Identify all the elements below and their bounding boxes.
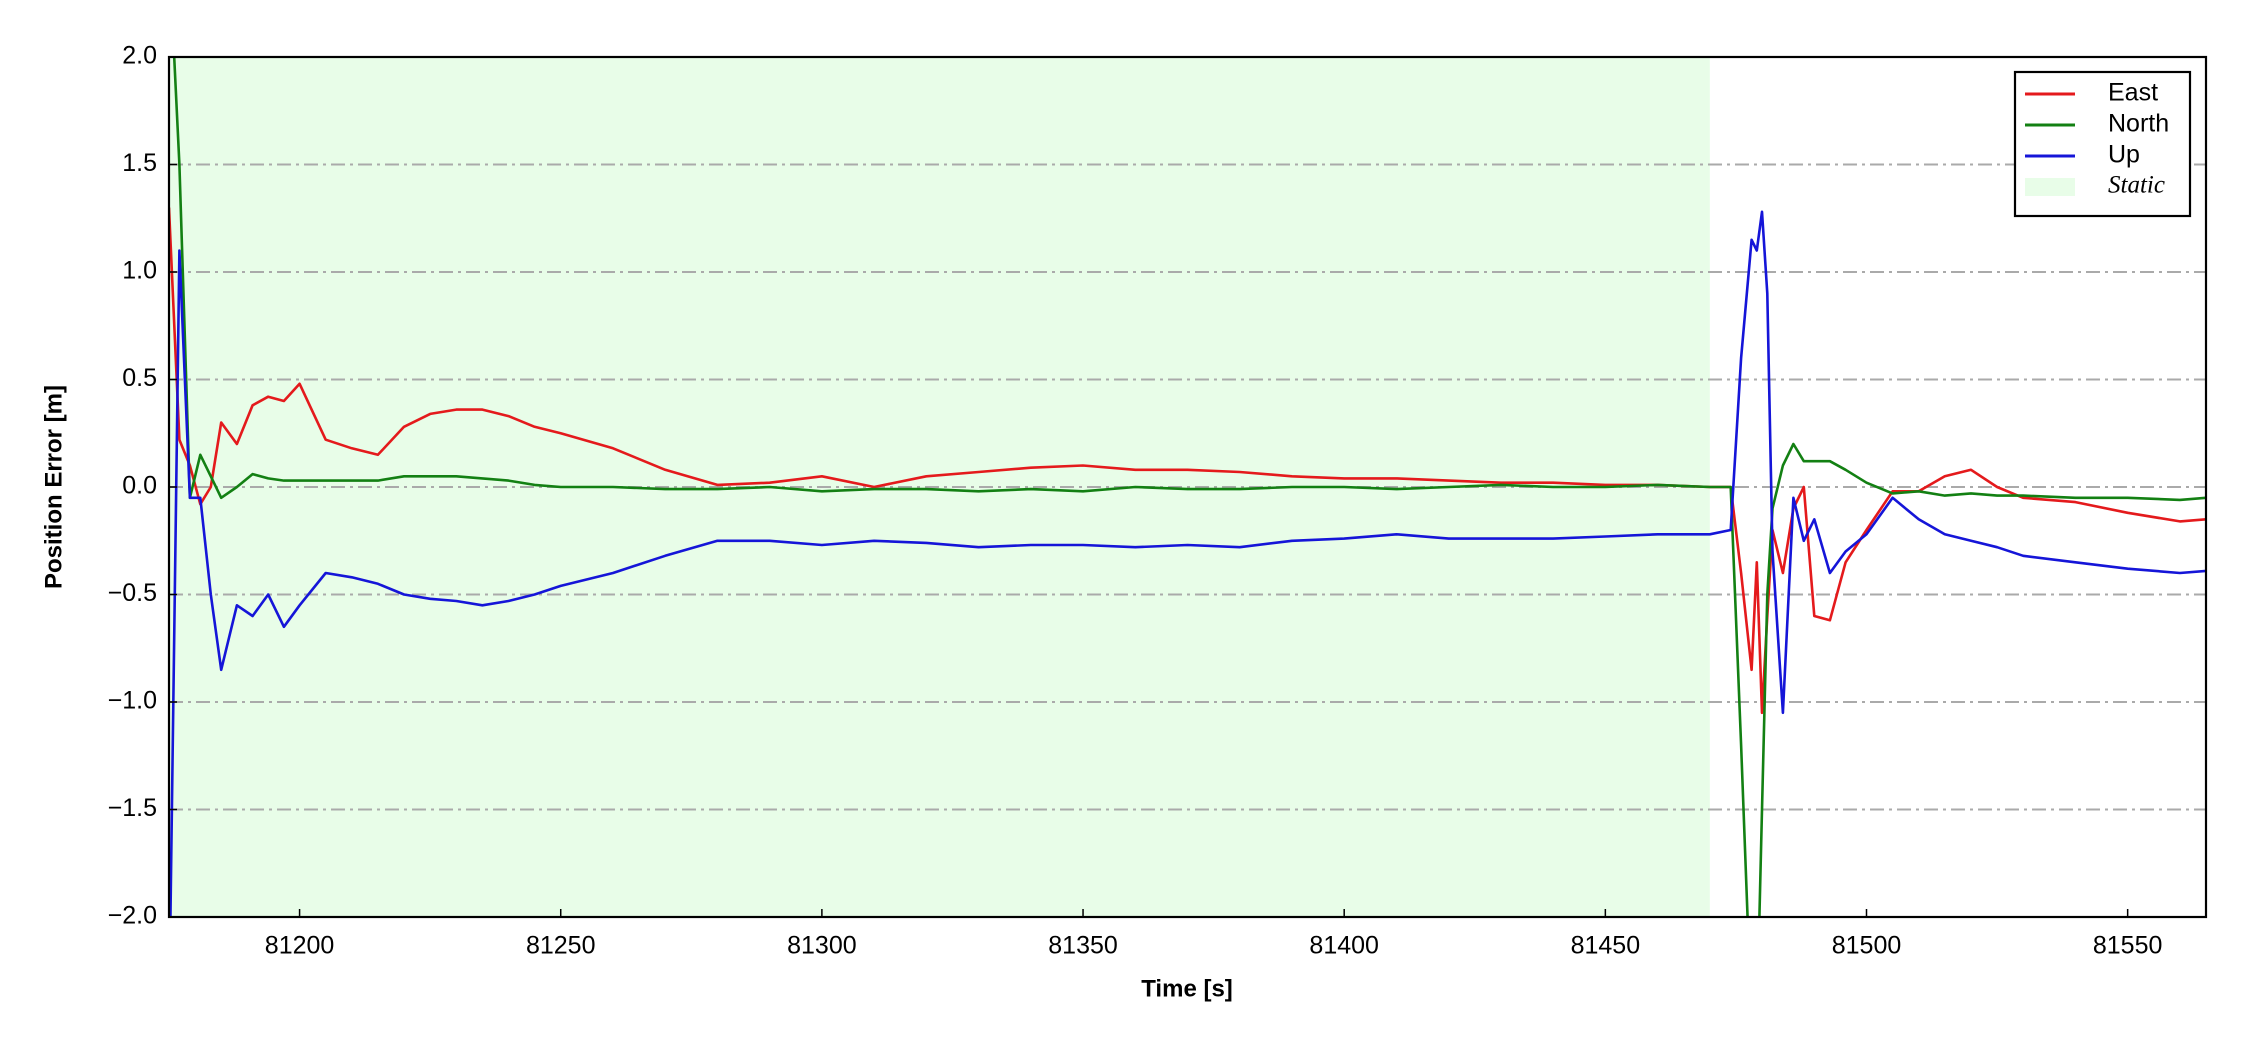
y-tick-label: 0.5 (122, 364, 157, 392)
data-line (169, 210, 2206, 917)
data-line (172, 57, 2206, 917)
x-tick-label: 81200 (265, 932, 335, 960)
x-tick-label: 81500 (1832, 932, 1902, 960)
x-tick-label: 81450 (1571, 932, 1641, 960)
legend-swatch (2025, 178, 2075, 196)
y-tick-label: 1.0 (122, 257, 157, 285)
y-tick-label: −1.5 (108, 794, 157, 822)
y-axis-label: Position Error [m] (40, 385, 67, 589)
data-line (169, 207, 2206, 715)
y-tick-label: −2.0 (108, 902, 157, 930)
y-tick-label: 0.0 (122, 472, 157, 500)
plot-frame (167, 55, 2208, 919)
x-tick-label: 81250 (526, 932, 596, 960)
y-tick-label: −0.5 (108, 579, 157, 607)
x-axis-label: Time [s] (1141, 975, 1233, 1002)
x-tick-label: 81350 (1048, 932, 1118, 960)
plot-area (169, 57, 2206, 917)
legend-label: Static (2108, 172, 2165, 199)
x-tick-label: 81400 (1309, 932, 1379, 960)
x-tick-label: 81550 (2093, 932, 2163, 960)
legend-label: North (2108, 110, 2169, 138)
y-tick-label: 1.5 (122, 149, 157, 177)
legend-label: East (2108, 79, 2158, 107)
y-tick-label: 2.0 (122, 42, 157, 70)
y-tick-label: −1.0 (108, 687, 157, 715)
legend-label: Up (2108, 141, 2140, 169)
x-tick-label: 81300 (787, 932, 857, 960)
